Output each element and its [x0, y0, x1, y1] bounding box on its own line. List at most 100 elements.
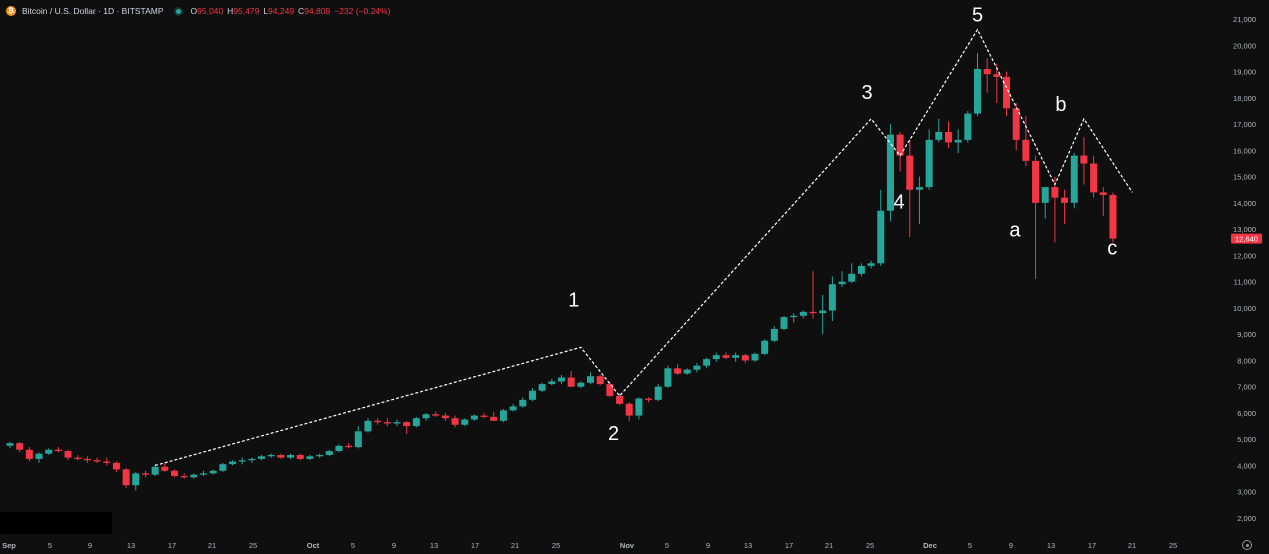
candle-body[interactable] — [780, 317, 788, 329]
candle-body[interactable] — [335, 445, 343, 452]
candle-body[interactable] — [1099, 192, 1107, 196]
candle-body[interactable] — [625, 403, 633, 416]
candle-body[interactable] — [838, 281, 846, 285]
candle-body[interactable] — [248, 458, 256, 461]
candle-body[interactable] — [654, 386, 662, 400]
candle-body[interactable] — [461, 419, 469, 425]
candle-body[interactable] — [1012, 108, 1020, 140]
candle-body[interactable] — [1070, 155, 1078, 203]
candle-body[interactable] — [616, 395, 624, 404]
candle-body[interactable] — [906, 155, 914, 190]
candle-body[interactable] — [683, 369, 691, 374]
candle-body[interactable] — [74, 457, 82, 459]
candle-body[interactable] — [403, 422, 411, 427]
candle-body[interactable] — [703, 359, 711, 366]
candle-body[interactable] — [432, 414, 440, 416]
candle-body[interactable] — [151, 466, 159, 475]
candle-body[interactable] — [596, 376, 604, 385]
candle-body[interactable] — [751, 353, 759, 361]
wave-count-line[interactable] — [154, 28, 1133, 467]
candle-body[interactable] — [122, 469, 130, 486]
candle-body[interactable] — [761, 340, 769, 354]
candle-body[interactable] — [364, 420, 372, 432]
candle-body[interactable] — [519, 399, 527, 407]
candle-body[interactable] — [867, 263, 875, 266]
candle-body[interactable] — [964, 113, 972, 140]
candle-body[interactable] — [93, 460, 101, 462]
candle-body[interactable] — [1032, 160, 1040, 203]
candle-body[interactable] — [296, 454, 304, 459]
candle-body[interactable] — [345, 445, 353, 448]
candle-body[interactable] — [103, 461, 111, 463]
candle-body[interactable] — [316, 454, 324, 457]
candle-body[interactable] — [799, 311, 807, 316]
candle-body[interactable] — [732, 355, 740, 358]
candle-body[interactable] — [393, 422, 401, 424]
candle-body[interactable] — [287, 454, 295, 458]
candle-body[interactable] — [635, 398, 643, 416]
candle-body[interactable] — [258, 456, 266, 459]
candle-body[interactable] — [509, 406, 517, 411]
candle-body[interactable] — [1090, 163, 1098, 193]
candle-body[interactable] — [790, 315, 798, 318]
candle-body[interactable] — [548, 381, 556, 385]
symbol-legend[interactable]: ₿ Bitcoin / U.S. Dollar · 1D · BITSTAMP … — [6, 4, 390, 18]
candle-body[interactable] — [54, 449, 62, 452]
candle-body[interactable] — [954, 139, 962, 143]
candle-body[interactable] — [722, 355, 730, 358]
candle-body[interactable] — [877, 210, 885, 264]
candle-body[interactable] — [1061, 197, 1069, 203]
candle-body[interactable] — [267, 454, 275, 457]
candle-body[interactable] — [277, 454, 285, 458]
candle-body[interactable] — [848, 273, 856, 282]
candle-body[interactable] — [200, 473, 207, 475]
candle-body[interactable] — [25, 449, 33, 459]
candle-body[interactable] — [170, 470, 178, 476]
candle-body[interactable] — [209, 470, 217, 474]
candle-body[interactable] — [412, 418, 420, 427]
gear-icon[interactable] — [1242, 540, 1252, 550]
candle-body[interactable] — [229, 461, 237, 465]
candle-body[interactable] — [925, 139, 933, 188]
candle-body[interactable] — [587, 376, 594, 383]
candle-body[interactable] — [64, 451, 72, 458]
candle-body[interactable] — [219, 464, 227, 471]
candle-body[interactable] — [451, 418, 459, 425]
candle-body[interactable] — [664, 368, 672, 387]
candle-body[interactable] — [132, 473, 140, 486]
candle-body[interactable] — [567, 377, 575, 387]
candle-body[interactable] — [1003, 76, 1011, 109]
candle-body[interactable] — [528, 390, 536, 400]
candle-body[interactable] — [83, 458, 91, 461]
candle-body[interactable] — [490, 416, 498, 421]
candle-body[interactable] — [16, 443, 24, 450]
candle-body[interactable] — [674, 368, 682, 374]
candle-body[interactable] — [354, 431, 362, 448]
candle-body[interactable] — [712, 355, 720, 360]
candle-body[interactable] — [238, 460, 246, 462]
candle-body[interactable] — [770, 328, 778, 341]
candle-body[interactable] — [741, 355, 749, 361]
symbol-title[interactable]: Bitcoin / U.S. Dollar · 1D · BITSTAMP — [22, 6, 164, 16]
candle-body[interactable] — [190, 474, 198, 478]
candle-body[interactable] — [499, 410, 507, 421]
candle-body[interactable] — [577, 382, 585, 387]
candle-body[interactable] — [374, 420, 382, 423]
candle-body[interactable] — [161, 466, 169, 471]
candle-body[interactable] — [383, 422, 391, 424]
candle-body[interactable] — [896, 134, 904, 156]
candle-body[interactable] — [809, 311, 817, 314]
candle-body[interactable] — [112, 462, 120, 470]
candle-body[interactable] — [1080, 155, 1088, 164]
candle-body[interactable] — [645, 398, 653, 400]
candle-body[interactable] — [993, 74, 1001, 77]
candle-body[interactable] — [693, 365, 701, 370]
candle-body[interactable] — [974, 68, 981, 114]
candle-body[interactable] — [422, 414, 430, 419]
candle-body[interactable] — [557, 377, 565, 382]
candle-body[interactable] — [1041, 187, 1049, 203]
candle-body[interactable] — [828, 284, 836, 311]
candle-body[interactable] — [819, 310, 827, 314]
candle-body[interactable] — [538, 384, 546, 391]
